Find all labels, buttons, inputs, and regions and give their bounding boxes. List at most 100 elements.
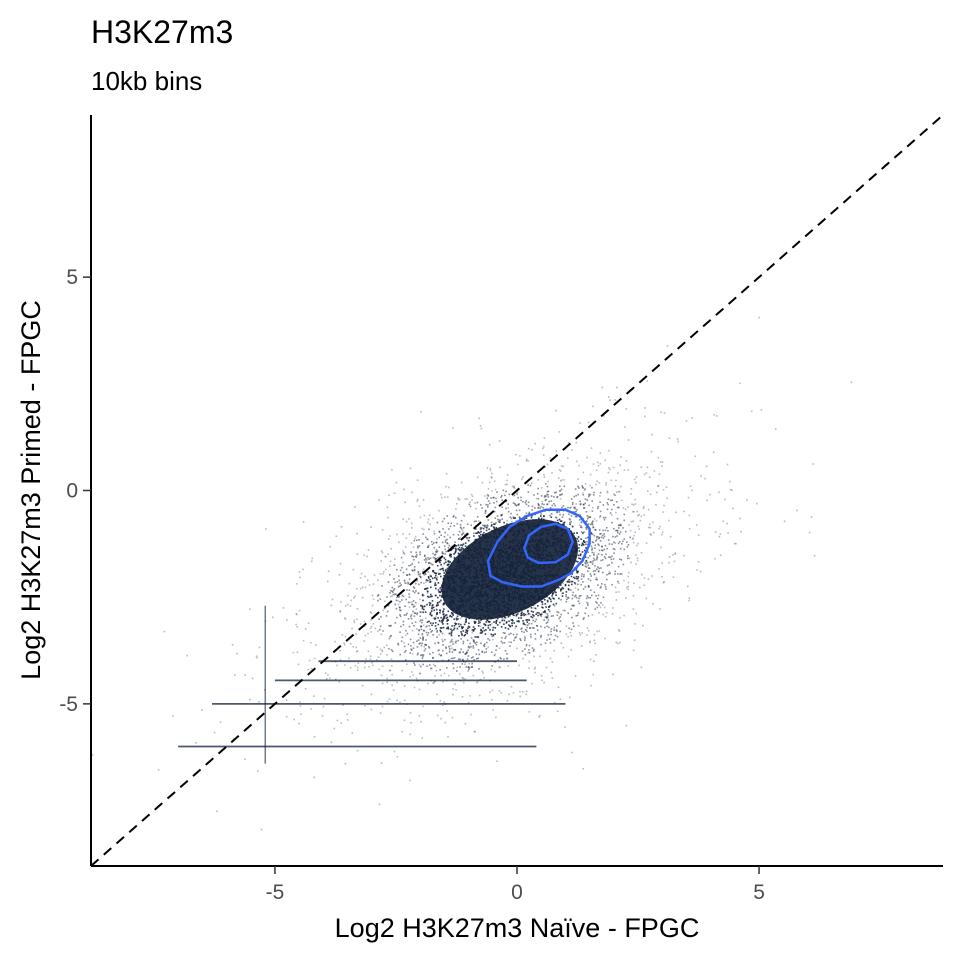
point-cloud-dot [477, 636, 480, 638]
point-cloud-dot [491, 623, 493, 625]
point-cloud-dot [459, 526, 462, 529]
point-cloud-dot [91, 754, 94, 756]
point-cloud-dot [427, 576, 430, 578]
point-cloud-dot [437, 556, 439, 559]
point-cloud-dot [433, 546, 436, 549]
point-cloud-dot [601, 554, 603, 556]
point-cloud-dot [488, 528, 490, 531]
point-cloud-dot [534, 607, 537, 610]
point-cloud-dot [389, 635, 392, 638]
point-cloud-dot [507, 665, 510, 667]
point-cloud-dot [430, 610, 433, 612]
point-cloud-dot [490, 521, 493, 524]
point-cloud-dot [453, 557, 456, 560]
point-cloud-dot [577, 576, 580, 578]
point-cloud-dot [595, 519, 598, 522]
point-cloud-dot [509, 625, 512, 628]
point-cloud-dot [379, 625, 382, 628]
point-cloud-dot [515, 519, 517, 522]
point-cloud-dot [577, 554, 580, 557]
point-cloud-dot [560, 613, 562, 616]
point-cloud-dot [574, 515, 577, 518]
point-cloud-dot [596, 535, 599, 538]
point-cloud-dot [627, 544, 630, 546]
point-cloud-dot [579, 503, 582, 506]
point-cloud-dot [537, 504, 540, 506]
point-cloud-dot [429, 613, 431, 616]
point-cloud-dot [591, 523, 594, 526]
point-cloud-dot [504, 637, 506, 639]
point-cloud-dot [533, 627, 535, 629]
point-cloud-dot [592, 520, 594, 522]
point-cloud-dot [416, 539, 418, 542]
point-cloud-dot [410, 551, 412, 553]
point-cloud-dot [437, 623, 440, 626]
point-cloud-dot [524, 624, 527, 626]
point-cloud-dot [467, 666, 470, 669]
point-cloud-dot [658, 568, 660, 570]
point-cloud-dot [685, 420, 688, 422]
point-cloud-dot [575, 503, 577, 505]
point-cloud-dot [537, 506, 540, 509]
point-cloud-dot [441, 496, 443, 499]
point-cloud-dot [542, 454, 545, 456]
point-cloud-dot [462, 630, 465, 632]
point-cloud-dot [462, 677, 464, 680]
point-cloud-dot [478, 620, 480, 622]
point-cloud-dot [450, 549, 452, 552]
point-cloud-dot [485, 651, 488, 653]
point-cloud-dot [428, 528, 430, 531]
point-cloud-dot [422, 594, 424, 597]
point-cloud-dot [451, 612, 454, 615]
point-cloud-dot [544, 626, 546, 629]
point-cloud-dot [450, 628, 452, 631]
point-cloud-dot [505, 657, 508, 660]
point-cloud-dot [477, 657, 479, 660]
point-cloud-dot [396, 596, 398, 599]
point-cloud-dot [515, 614, 518, 617]
point-cloud-dot [251, 677, 254, 680]
point-cloud-dot [548, 638, 551, 640]
point-cloud-dot [422, 705, 424, 708]
point-cloud-dot [455, 545, 458, 547]
point-cloud-dot [403, 645, 406, 648]
point-cloud-dot [381, 649, 383, 652]
point-cloud-dot [540, 643, 542, 646]
point-cloud-dot [643, 505, 645, 508]
point-cloud-dot [437, 650, 439, 652]
point-cloud-dot [540, 487, 543, 489]
point-cloud-dot [410, 618, 413, 620]
point-cloud-dot [587, 564, 589, 567]
point-cloud-dot [571, 597, 574, 600]
point-cloud-dot [437, 641, 440, 644]
point-cloud-dot [631, 538, 634, 541]
point-cloud-dot [286, 619, 288, 621]
point-cloud-dot [492, 626, 495, 629]
point-cloud-dot [619, 558, 621, 561]
point-cloud-dot [465, 620, 467, 623]
point-cloud-dot [628, 571, 630, 574]
point-cloud-dot [310, 642, 312, 644]
point-cloud-dot [442, 704, 444, 706]
point-cloud-dot [604, 529, 607, 532]
point-cloud-dot [612, 558, 615, 560]
point-cloud-dot [579, 554, 582, 557]
point-cloud-dot [257, 770, 259, 772]
point-cloud-dot [546, 600, 549, 603]
point-cloud-dot [474, 636, 477, 638]
point-cloud-dot [510, 512, 512, 515]
point-cloud-dot [535, 497, 538, 500]
point-cloud-dot [501, 499, 503, 501]
point-cloud-dot [551, 595, 553, 597]
point-cloud-dot [578, 464, 580, 467]
point-cloud-dot [544, 616, 546, 618]
point-cloud-dot [425, 559, 428, 561]
point-cloud-dot [575, 560, 578, 563]
point-cloud-dot [432, 556, 434, 559]
point-cloud-dot [541, 503, 543, 505]
point-cloud-dot [578, 597, 580, 600]
point-cloud-dot [482, 672, 484, 674]
point-cloud-dot [636, 544, 638, 547]
point-cloud-dot [446, 627, 448, 630]
point-cloud-dot [553, 604, 556, 607]
